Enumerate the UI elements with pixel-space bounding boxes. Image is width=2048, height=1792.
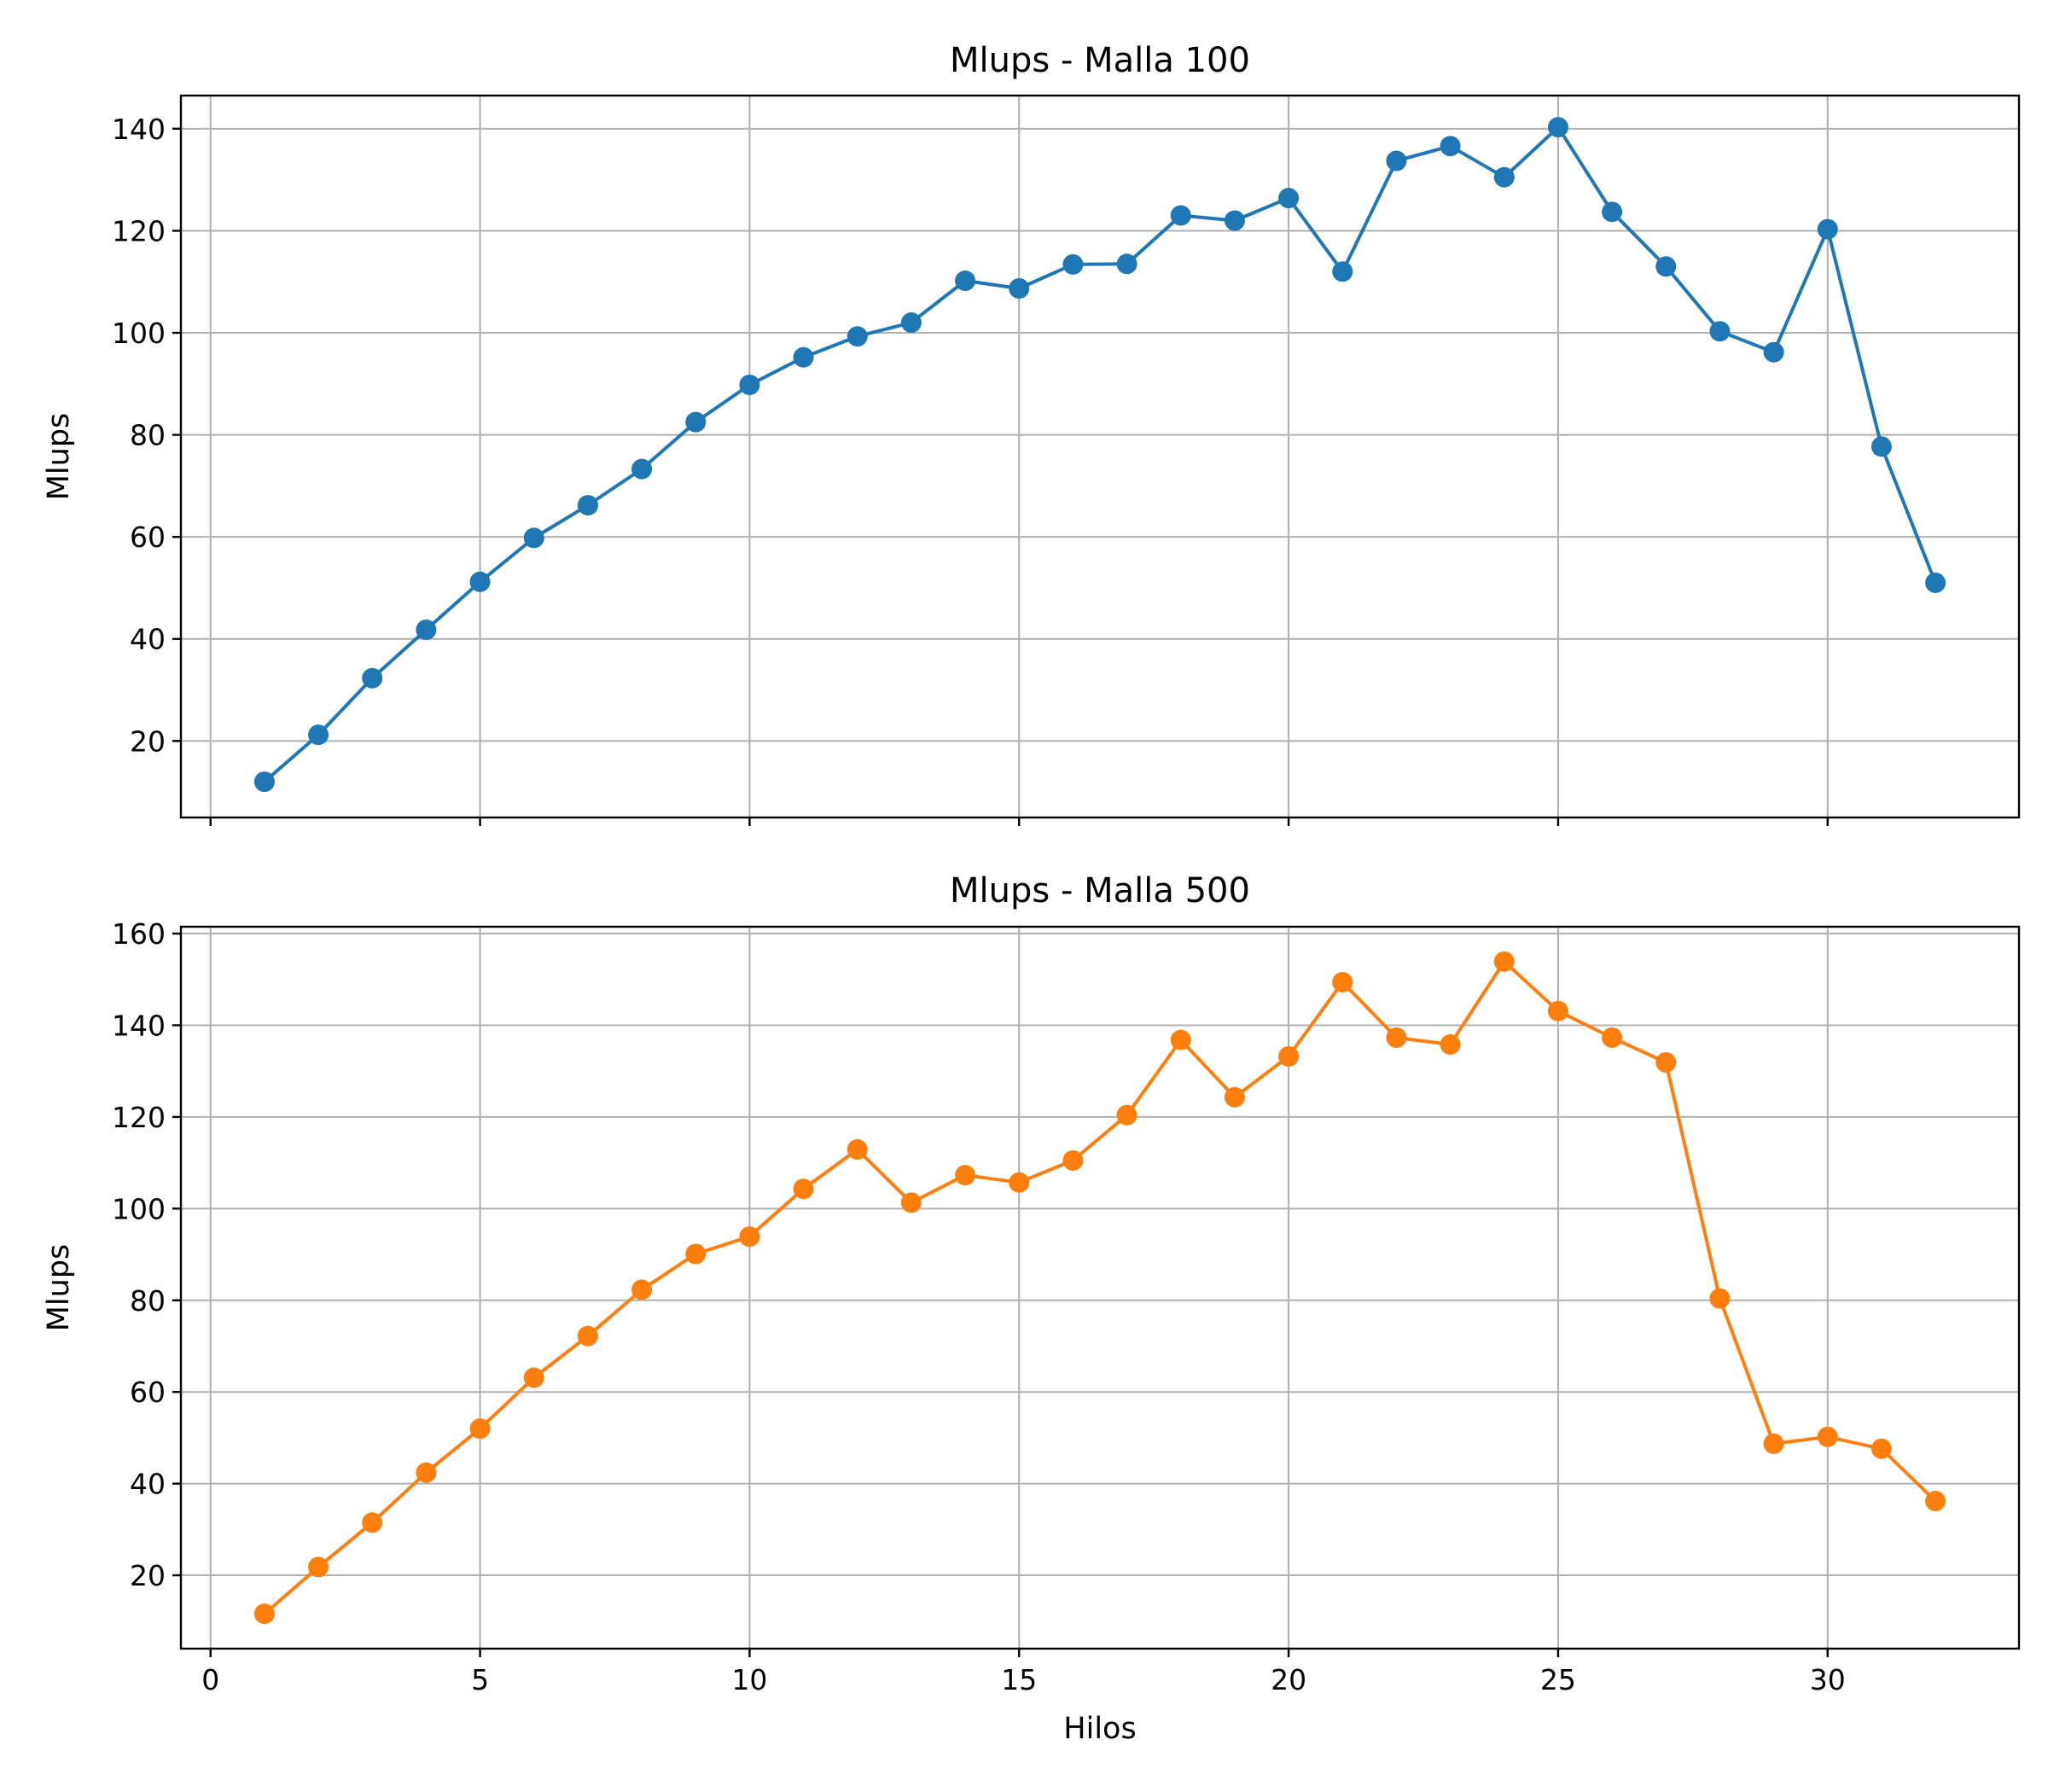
chart-title: Mlups - Malla 100 <box>950 41 1250 80</box>
data-point <box>847 1139 868 1161</box>
data-point <box>955 271 976 292</box>
y-tick-label: 40 <box>130 1468 166 1501</box>
plot-frame <box>179 94 2021 819</box>
data-point <box>1386 150 1407 172</box>
data-point <box>469 571 491 592</box>
y-tick-label: 120 <box>112 1101 166 1134</box>
data-point <box>1278 188 1300 209</box>
data-point <box>253 771 275 793</box>
data-point <box>900 312 922 334</box>
data-point <box>1925 572 1946 593</box>
data-point <box>900 1192 922 1213</box>
data-point <box>1547 117 1568 138</box>
data-point <box>1009 277 1030 299</box>
data-point <box>362 667 383 689</box>
data-point <box>739 1226 760 1248</box>
data-point <box>1440 136 1461 157</box>
data-point <box>1709 1288 1731 1309</box>
data-point <box>1602 201 1623 223</box>
data-point <box>631 1279 653 1300</box>
chart-panel-malla-100: Mlups - Malla 100 Mlups 20 40 60 80 100 120 14… <box>42 41 2021 826</box>
data-point <box>577 495 598 516</box>
data-point <box>523 527 544 549</box>
data-point <box>362 1512 383 1533</box>
data-point <box>1763 341 1784 363</box>
data-point <box>955 1165 976 1186</box>
y-tick-label: 120 <box>112 214 166 247</box>
data-point <box>1655 1051 1677 1073</box>
data-point <box>1332 261 1353 282</box>
plot-frame <box>179 925 2021 1650</box>
y-tick-label: 100 <box>112 1192 166 1225</box>
y-tick-label: 20 <box>130 724 166 758</box>
data-point <box>523 1367 544 1388</box>
data-point <box>1170 1029 1191 1050</box>
series-line <box>263 959 1937 1615</box>
data-point <box>847 326 868 347</box>
data-point <box>1116 253 1137 275</box>
data-point <box>1871 436 1892 457</box>
y-tick-label: 20 <box>130 1559 166 1592</box>
chart-title: Mlups - Malla 500 <box>950 871 1250 911</box>
chart-panel-malla-500: Mlups - Malla 500 Mlups Hilos 0 5 10 15 20 25… <box>42 871 2021 1746</box>
data-point <box>1009 1172 1030 1193</box>
x-axis-label: Hilos <box>1063 1712 1136 1746</box>
data-point <box>1817 1426 1838 1447</box>
data-point <box>1332 971 1353 992</box>
y-tick-label: 80 <box>130 1284 166 1318</box>
y-tick-label: 160 <box>112 917 166 951</box>
data-point <box>416 1462 437 1483</box>
y-tick-label: 80 <box>130 419 166 452</box>
y-tick-label: 60 <box>130 521 166 554</box>
data-point <box>1224 210 1245 231</box>
x-tick-label: 5 <box>471 1663 489 1696</box>
data-point <box>1224 1086 1245 1108</box>
data-point <box>1602 1027 1623 1048</box>
data-point <box>1763 1433 1784 1454</box>
data-point <box>1709 321 1731 342</box>
x-tick-label: 15 <box>1001 1663 1037 1696</box>
data-point <box>1278 1046 1300 1068</box>
y-tick-label: 40 <box>130 623 166 656</box>
data-point <box>1170 205 1191 226</box>
data-point <box>1440 1034 1461 1056</box>
data-point <box>416 619 437 640</box>
data-point <box>1925 1491 1946 1512</box>
y-axis-label: Mlups <box>42 1244 76 1332</box>
x-tick-label: 20 <box>1271 1663 1306 1696</box>
data-point <box>1871 1438 1892 1459</box>
data-point <box>739 374 760 395</box>
data-point <box>685 411 707 433</box>
data-point <box>1817 218 1838 240</box>
data-point <box>1062 253 1084 275</box>
data-point <box>793 346 814 368</box>
data-point <box>1386 1027 1407 1048</box>
data-point <box>685 1243 707 1265</box>
y-tick-label: 60 <box>130 1376 166 1409</box>
data-point <box>469 1418 491 1440</box>
data-point <box>1493 166 1515 188</box>
data-point <box>793 1178 814 1200</box>
series-line <box>263 125 1937 783</box>
data-point <box>308 1556 329 1578</box>
data-point <box>577 1325 598 1347</box>
data-point <box>631 458 653 480</box>
y-axis-label: Mlups <box>42 413 76 501</box>
y-tick-label: 140 <box>112 113 166 146</box>
x-tick-label: 25 <box>1540 1663 1576 1696</box>
x-tick-label: 30 <box>1810 1663 1846 1696</box>
data-point <box>253 1603 275 1625</box>
data-point <box>1493 951 1515 972</box>
x-tick-label: 0 <box>201 1663 219 1696</box>
x-tick-label: 10 <box>731 1663 767 1696</box>
data-point <box>308 724 329 746</box>
data-point <box>1116 1104 1137 1126</box>
y-tick-label: 100 <box>112 317 166 350</box>
data-point <box>1062 1149 1084 1171</box>
y-tick-label: 140 <box>112 1009 166 1042</box>
data-point <box>1655 256 1677 277</box>
data-point <box>1547 1000 1568 1021</box>
